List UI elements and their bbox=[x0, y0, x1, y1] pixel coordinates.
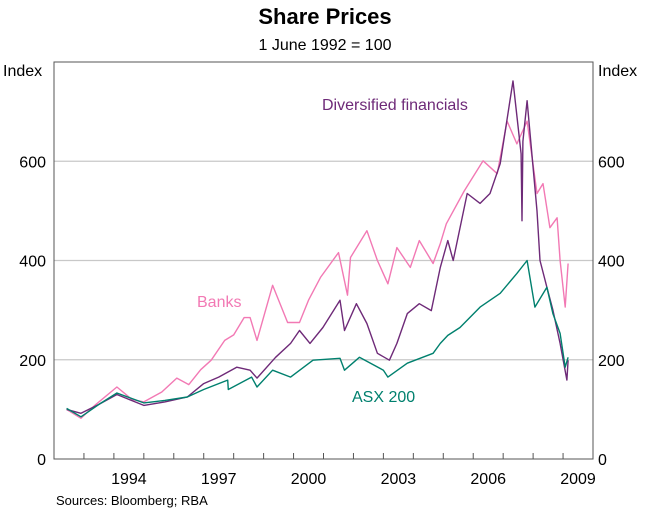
y-tick-label-right: 0 bbox=[598, 452, 607, 469]
legend-label-banks: Banks bbox=[197, 294, 241, 311]
x-tick-label: 1994 bbox=[111, 471, 147, 488]
series-line-banks bbox=[66, 120, 569, 419]
x-tick-label: 2006 bbox=[470, 471, 506, 488]
y-axis-label-right: Index bbox=[598, 63, 637, 80]
series-line-asx-200 bbox=[66, 259, 569, 418]
y-tick-label-right: 400 bbox=[598, 254, 625, 271]
x-tick-label: 2000 bbox=[291, 471, 327, 488]
y-axis-label-left: Index bbox=[3, 63, 42, 80]
legend-label-diversified-financials: Diversified financials bbox=[322, 97, 468, 114]
y-tick-label-left: 200 bbox=[19, 353, 46, 370]
y-tick-label-right: 600 bbox=[598, 154, 625, 171]
y-tick-label-left: 400 bbox=[19, 254, 46, 271]
chart-subtitle: 1 June 1992 = 100 bbox=[258, 37, 391, 54]
y-tick-label-right: 200 bbox=[598, 353, 625, 370]
series-line-diversified-financials bbox=[66, 80, 569, 414]
y-tick-label-left: 0 bbox=[37, 452, 46, 469]
x-tick-label: 2003 bbox=[381, 471, 417, 488]
source-note: Sources: Bloomberg; RBA bbox=[56, 493, 208, 508]
chart-title: Share Prices bbox=[258, 4, 391, 29]
x-tick-label: 2009 bbox=[560, 471, 596, 488]
y-tick-label-left: 600 bbox=[19, 154, 46, 171]
x-tick-label: 1997 bbox=[201, 471, 237, 488]
legend-label-asx-200: ASX 200 bbox=[352, 389, 415, 406]
